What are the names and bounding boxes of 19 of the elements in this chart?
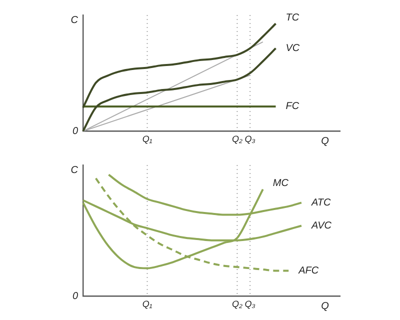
series-label: MC (272, 178, 290, 190)
series-label: ATC (310, 197, 332, 208)
y-axis-title: C (70, 14, 79, 26)
x-axis-title: Q (321, 300, 330, 312)
x-tick-label: Q₁ (142, 299, 152, 310)
text: 0 (72, 126, 78, 137)
series-label: VC (286, 43, 300, 54)
x-axis-title: Q (321, 136, 330, 147)
x-tick-label: Q₃ (244, 299, 256, 310)
x-tick-label: Q₂ (232, 299, 243, 310)
x-tick-label: Q₁ (142, 134, 152, 144)
x-tick-label: Q₃ (244, 134, 256, 144)
series-label: AFC (298, 265, 320, 276)
x-tick-label: Q₂ (232, 134, 243, 144)
series-label: TC (286, 12, 300, 24)
series-label: FC (286, 101, 300, 112)
y-axis-title: C (70, 164, 79, 176)
text: 0 (72, 290, 78, 302)
series-label: AVC (310, 220, 332, 232)
